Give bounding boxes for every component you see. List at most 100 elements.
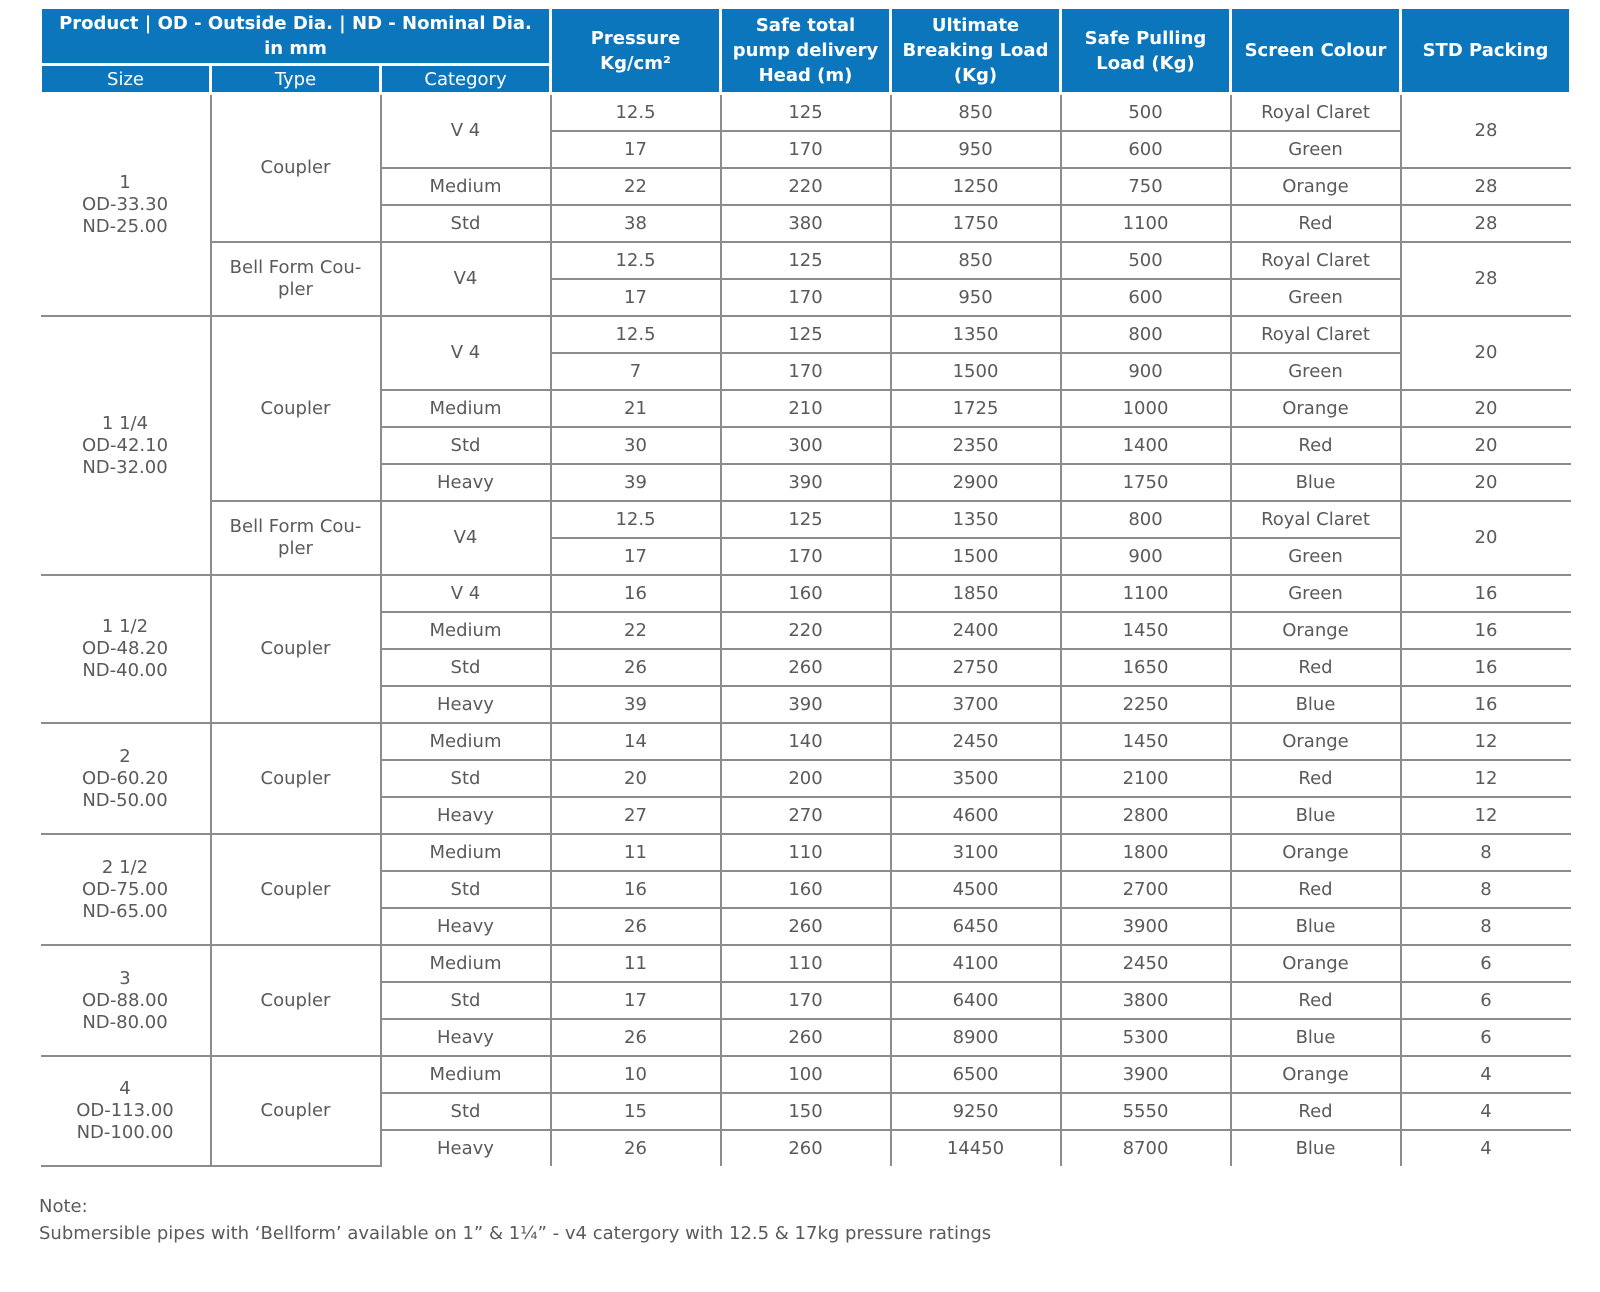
value-cell: 11	[549, 833, 722, 872]
size-line: ND-25.00	[82, 216, 168, 237]
value-cell: Orange	[1229, 167, 1402, 206]
value-cell: Green	[1229, 537, 1402, 576]
value-cell: 21	[549, 389, 722, 428]
value-cell: 300	[719, 426, 892, 465]
value-cell: 2900	[889, 463, 1062, 502]
type-cell: Coupler	[209, 315, 382, 502]
value-cell: 800	[1059, 315, 1232, 354]
value-cell: 22	[549, 611, 722, 650]
size-line: OD-75.00	[81, 878, 169, 900]
value-cell: 20	[549, 759, 722, 798]
note-text: Submersible pipes with ‘Bellform’ availa…	[39, 1223, 992, 1244]
value-cell: 12.5	[549, 92, 722, 132]
value-cell: 1500	[889, 352, 1062, 391]
value-cell: 4600	[889, 796, 1062, 835]
sub-header: Size	[39, 63, 212, 95]
column-header: Ultimate Breaking Load (Kg)	[889, 6, 1062, 95]
value-cell: 2250	[1059, 685, 1232, 724]
value-cell: Orange	[1229, 1055, 1402, 1094]
value-cell: 1750	[889, 204, 1062, 243]
packing-cell: 20	[1399, 426, 1571, 465]
value-cell: 6450	[889, 907, 1062, 946]
table-row: Medium 21 210 1725 1000 Orange 20	[41, 389, 1571, 428]
category-cell: Medium	[380, 167, 552, 206]
packing-cell: 16	[1399, 648, 1571, 687]
table-row: 1 1/2 OD-48.20 ND-40.00 Coupler V 4 16 160 1850…	[40, 574, 1571, 724]
value-cell: 220	[719, 611, 892, 650]
packing-cell: 8	[1399, 833, 1571, 872]
value-cell: 160	[719, 574, 892, 613]
packing-cell: 28	[1399, 204, 1571, 243]
value-cell: 1850	[889, 574, 1062, 613]
packing-cell: 16	[1399, 611, 1571, 650]
value-cell: 500	[1059, 92, 1232, 132]
category-cell: Std	[380, 981, 552, 1020]
packing-cell: 8	[1399, 870, 1571, 909]
category-cell: Heavy	[380, 1018, 552, 1057]
sub-header: Type	[209, 63, 382, 95]
value-cell: 1350	[889, 315, 1062, 354]
spec-table: Product | OD - Outside Dia. | ND - Nomin…	[39, 6, 1572, 1167]
value-cell: 3900	[1059, 907, 1232, 946]
type-cell: Bell Form Cou-pler	[210, 500, 382, 576]
value-cell: 10	[549, 1055, 722, 1094]
packing-cell: 8	[1399, 907, 1571, 946]
value-cell: 260	[719, 1129, 892, 1166]
value-cell: 170	[719, 278, 892, 317]
column-header: Pressure Kg/cm²	[549, 6, 722, 95]
table-row: 17 170 950 600 Green	[41, 278, 1571, 317]
packing-cell: 6	[1399, 1018, 1571, 1057]
value-cell: Red	[1229, 759, 1402, 798]
size-line: 4	[119, 1078, 131, 1099]
value-cell: 2400	[889, 611, 1062, 650]
value-cell: 2100	[1059, 759, 1232, 798]
type-text: Coupler	[260, 157, 331, 178]
value-cell: 125	[719, 92, 892, 132]
type-text: Coupler	[260, 1100, 331, 1121]
value-cell: Green	[1229, 278, 1402, 317]
type-cell: Coupler	[209, 1055, 382, 1167]
value-cell: 12.5	[549, 500, 722, 539]
value-cell: 1100	[1059, 574, 1232, 613]
value-cell: Red	[1229, 981, 1402, 1020]
value-cell: 170	[719, 981, 892, 1020]
value-cell: 6500	[889, 1055, 1062, 1094]
value-cell: Orange	[1229, 944, 1402, 983]
column-header: STD Packing	[1399, 6, 1572, 95]
table-row: Std 30 300 2350 1400 Red 20	[41, 426, 1571, 465]
size-cell: 2 OD-60.20 ND-50.00	[40, 722, 212, 835]
table-row: 2 OD-60.20 ND-50.00 Coupler Medium 14 140 2450 1…	[40, 722, 1571, 835]
size-cell: 1 1/2 OD-48.20 ND-40.00	[40, 574, 212, 724]
size-line: OD-113.00	[76, 1100, 174, 1121]
value-cell: Royal Claret	[1229, 241, 1402, 280]
value-cell: Blue	[1229, 1018, 1402, 1057]
value-cell: 38	[549, 204, 722, 243]
type-text: Coupler	[260, 767, 331, 789]
value-cell: 1000	[1059, 389, 1232, 428]
value-cell: 1750	[1059, 463, 1232, 502]
value-cell: 170	[719, 130, 892, 169]
value-cell: 380	[719, 204, 892, 243]
value-cell: 220	[719, 167, 892, 206]
category-cell: V4	[379, 500, 552, 576]
value-cell: 170	[719, 537, 892, 576]
value-cell: 600	[1059, 130, 1232, 169]
value-cell: 14	[549, 722, 722, 761]
size-line: ND-40.00	[82, 660, 168, 681]
type-text: Coupler	[260, 397, 331, 419]
table-row: Std 16 160 4500 2700 Red 8	[41, 870, 1571, 909]
value-cell: Royal Claret	[1229, 315, 1402, 354]
category-cell: V 4	[379, 315, 552, 391]
type-cell: Coupler	[209, 722, 382, 835]
value-cell: 12.5	[549, 241, 722, 280]
value-cell: Blue	[1229, 1129, 1402, 1166]
value-cell: Orange	[1229, 833, 1402, 872]
value-cell: 27	[549, 796, 722, 835]
value-cell: 1250	[889, 167, 1062, 206]
value-cell: 26	[549, 907, 722, 946]
category-cell: Std	[380, 648, 552, 687]
value-cell: 1500	[889, 537, 1062, 576]
category-cell: V 4	[379, 92, 552, 169]
value-cell: 1400	[1059, 426, 1232, 465]
